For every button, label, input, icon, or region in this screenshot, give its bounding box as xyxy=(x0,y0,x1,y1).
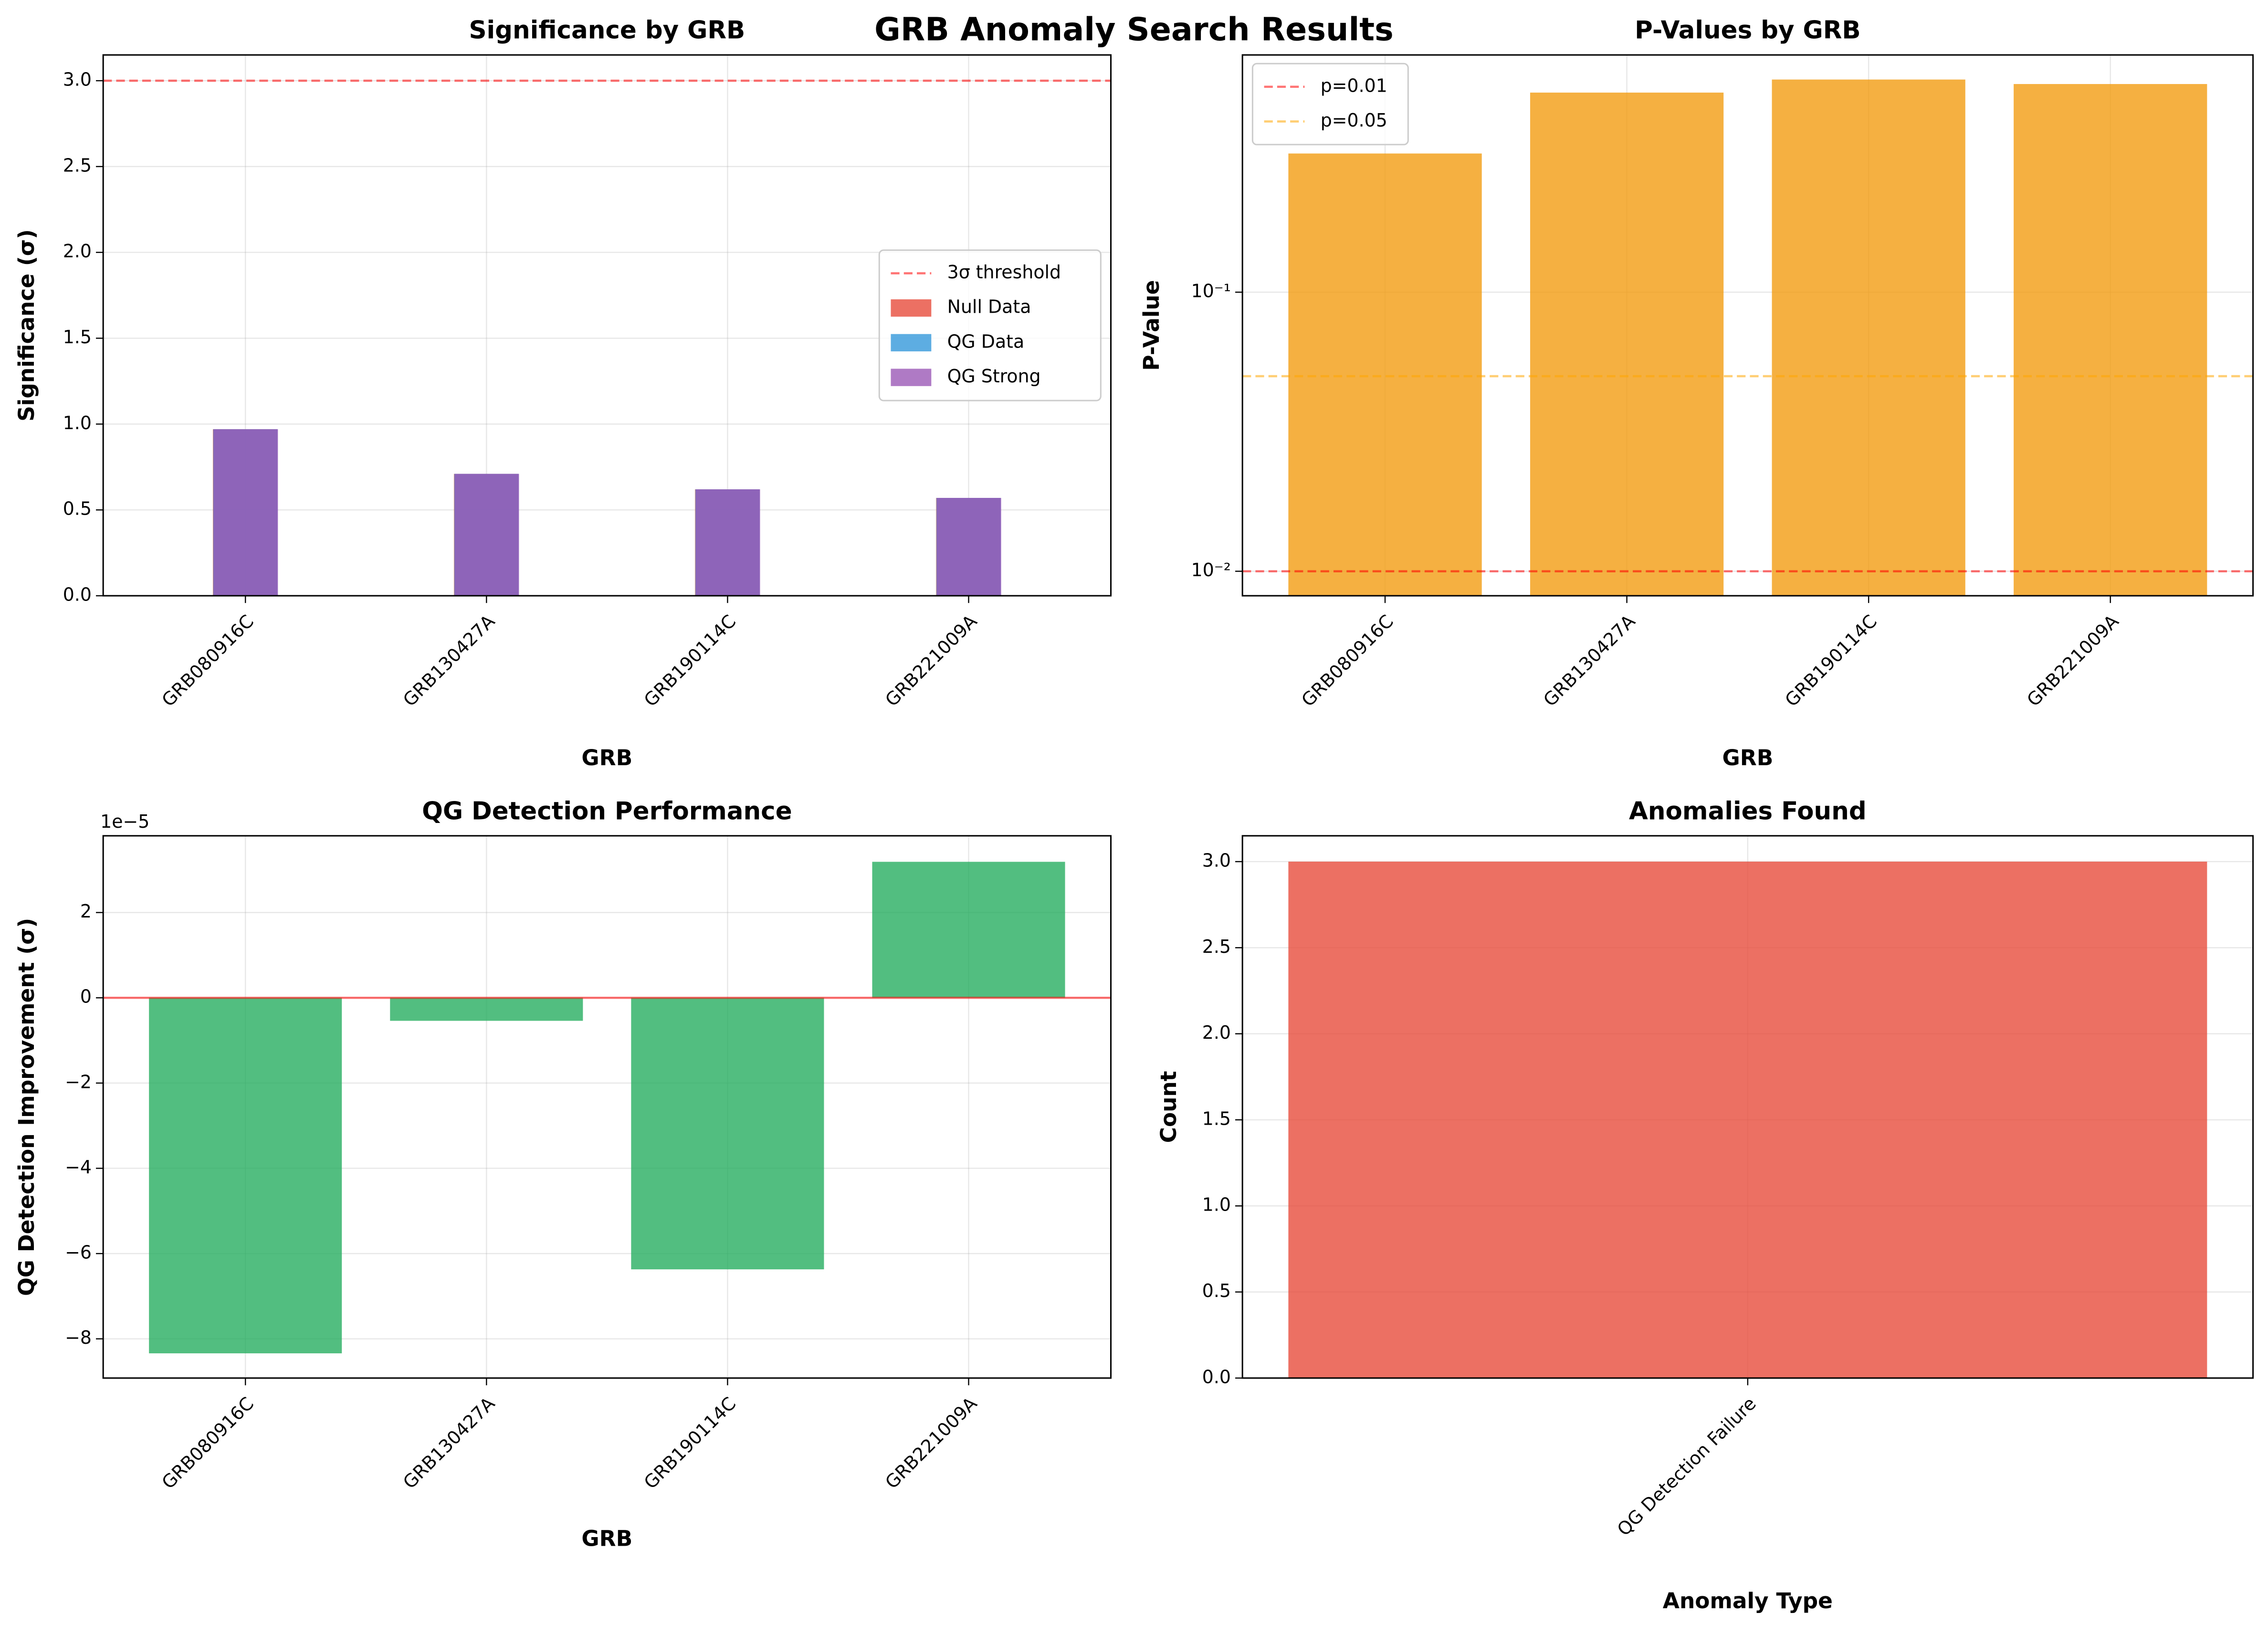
x-axis-label: GRB xyxy=(581,745,632,770)
y-tick-label: 0.0 xyxy=(1202,1366,1231,1387)
chart-title: P-Values by GRB xyxy=(1635,16,1861,45)
y-tick-label: −4 xyxy=(65,1157,92,1178)
y-tick-label: 0.0 xyxy=(63,584,92,605)
y-tick-label: 3.0 xyxy=(63,69,92,90)
legend-swatch xyxy=(891,369,932,386)
bar xyxy=(872,862,1065,998)
x-axis-label: GRB xyxy=(581,1526,632,1551)
bar xyxy=(631,998,824,1270)
x-axis-label: Anomaly Type xyxy=(1663,1588,1833,1613)
x-axis-label: GRB xyxy=(1722,745,1773,770)
bar xyxy=(695,489,760,596)
y-tick-label: 10⁻¹ xyxy=(1191,281,1231,302)
y-axis-label: Significance (σ) xyxy=(14,229,39,422)
legend-box xyxy=(1251,63,1409,146)
legend-box xyxy=(878,249,1102,401)
y-tick-label: 1.5 xyxy=(1202,1108,1231,1129)
legend-label: p=0.05 xyxy=(1321,110,1387,131)
bar xyxy=(2014,84,2207,596)
bar xyxy=(936,498,1001,596)
y-tick-label: −2 xyxy=(65,1071,92,1092)
chart-title: QG Detection Performance xyxy=(422,797,792,825)
y-tick-label: 10⁻² xyxy=(1191,559,1231,580)
legend-swatch xyxy=(891,334,932,352)
bar xyxy=(149,998,342,1354)
legend-swatch xyxy=(891,299,932,317)
bar xyxy=(1530,92,1724,596)
y-tick-label: 1.5 xyxy=(63,327,92,348)
y-tick-label: 0 xyxy=(80,986,92,1007)
y-tick-label: 1.0 xyxy=(63,412,92,433)
bar xyxy=(1288,153,1482,596)
y-axis-label: P-Value xyxy=(1139,280,1164,371)
y-offset-label: 1e−5 xyxy=(100,811,149,832)
bar xyxy=(390,998,583,1021)
plot-frame xyxy=(1241,54,2254,597)
y-tick-label: −8 xyxy=(65,1327,92,1348)
y-tick-label: 0.5 xyxy=(1202,1280,1231,1301)
y-tick-label: 0.5 xyxy=(63,498,92,519)
plot-frame xyxy=(102,54,1112,597)
bar xyxy=(454,474,519,596)
y-axis-label: Count xyxy=(1156,1071,1181,1143)
legend-label: p=0.01 xyxy=(1321,75,1387,96)
legend-label: 3σ threshold xyxy=(947,262,1061,283)
y-tick-label: 3.0 xyxy=(1202,850,1231,871)
y-tick-label: −6 xyxy=(65,1242,92,1263)
chart-title: Significance by GRB xyxy=(469,16,745,45)
y-tick-label: 1.0 xyxy=(1202,1194,1231,1215)
legend-label: QG Data xyxy=(947,331,1025,352)
y-tick-label: 2.5 xyxy=(63,155,92,176)
bar xyxy=(1288,861,2207,1378)
bar xyxy=(213,429,278,596)
y-tick-label: 2.5 xyxy=(1202,936,1231,957)
legend-label: Null Data xyxy=(947,296,1031,317)
bar xyxy=(1772,79,1965,596)
plot-frame xyxy=(102,835,1112,1379)
figure-title: GRB Anomaly Search Results xyxy=(874,11,1394,48)
y-axis-label: QG Detection Improvement (σ) xyxy=(14,918,39,1296)
chart-title: Anomalies Found xyxy=(1629,797,1867,825)
y-tick-label: 2.0 xyxy=(1202,1022,1231,1043)
y-tick-label: 2.0 xyxy=(63,241,92,262)
y-tick-label: 2 xyxy=(80,901,92,922)
legend-label: QG Strong xyxy=(947,366,1041,387)
